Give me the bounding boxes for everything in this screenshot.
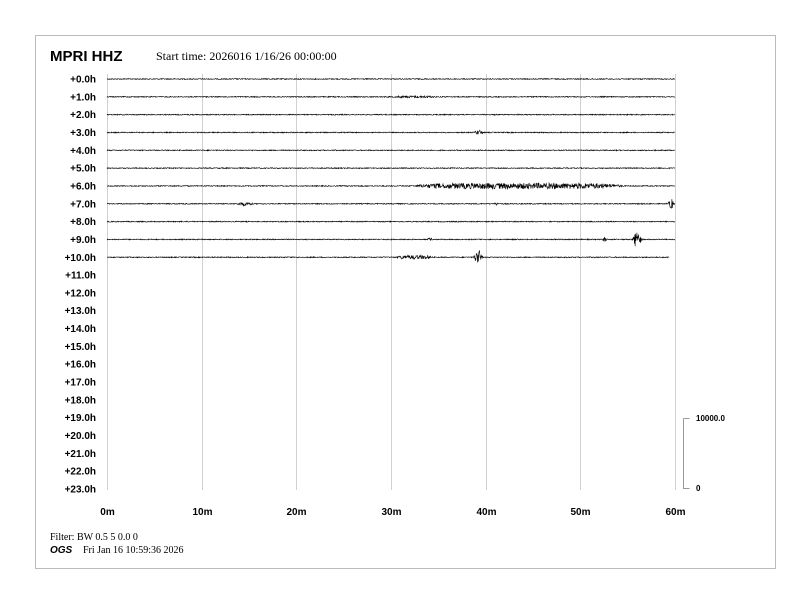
y-tick-label: +10.0h xyxy=(65,253,96,264)
minute-labels: 0m 10m 20m 30m 40m 50m 60m xyxy=(100,507,685,518)
y-tick-label: +4.0h xyxy=(70,146,96,157)
x-tick-label: 10m xyxy=(192,507,212,518)
trace-hour-6 xyxy=(106,181,675,190)
trace-hour-1 xyxy=(106,94,675,99)
y-tick-label: +2.0h xyxy=(70,110,96,121)
trace-hour-9 xyxy=(106,232,675,247)
y-tick-label: +13.0h xyxy=(65,306,96,317)
y-tick-label: +11.0h xyxy=(65,271,96,282)
trace-hour-7 xyxy=(106,199,675,209)
scale-bottom-label: 0 xyxy=(696,484,701,493)
y-tick-label: +16.0h xyxy=(65,360,96,371)
y-tick-label: +14.0h xyxy=(65,324,96,335)
y-tick-label: +20.0h xyxy=(65,431,96,442)
x-tick-label: 60m xyxy=(665,507,685,518)
y-tick-label: +19.0h xyxy=(65,413,96,424)
x-tick-label: 20m xyxy=(286,507,306,518)
traces xyxy=(106,77,675,263)
y-tick-label: +23.0h xyxy=(65,485,96,496)
scale-top-label: 10000.0 xyxy=(696,414,725,423)
trace-hour-10 xyxy=(106,249,670,263)
x-tick-label: 40m xyxy=(476,507,496,518)
y-tick-label: +6.0h xyxy=(70,181,96,192)
y-tick-label: +5.0h xyxy=(70,164,96,175)
plot-frame xyxy=(35,35,776,569)
trace-hour-4 xyxy=(106,148,675,152)
org-label: OGS xyxy=(50,545,73,556)
trace-hour-5 xyxy=(106,166,675,170)
scale-bar: 10000.0 0 xyxy=(683,414,725,493)
y-tick-label: +21.0h xyxy=(65,449,96,460)
x-tick-label: 30m xyxy=(381,507,401,518)
trace-hour-2 xyxy=(106,113,675,116)
station-title: MPRI HHZ xyxy=(50,48,123,65)
y-tick-label: +9.0h xyxy=(70,235,96,246)
x-tick-label: 50m xyxy=(570,507,590,518)
trace-hour-8 xyxy=(106,220,675,223)
trace-hour-0 xyxy=(106,77,675,81)
trace-hour-3 xyxy=(106,129,675,135)
scale-bar-line xyxy=(683,418,690,489)
filter-label: Filter: BW 0.5 5 0.0 0 xyxy=(50,532,138,543)
y-tick-label: +22.0h xyxy=(65,467,96,478)
x-tick-label: 0m xyxy=(100,507,115,518)
y-tick-label: +7.0h xyxy=(70,199,96,210)
start-time: Start time: 2026016 1/16/26 00:00:00 xyxy=(156,49,337,63)
y-tick-label: +3.0h xyxy=(70,128,96,139)
y-tick-label: +1.0h xyxy=(70,92,96,103)
y-tick-label: +12.0h xyxy=(65,288,96,299)
y-tick-label: +8.0h xyxy=(70,217,96,228)
y-tick-label: +17.0h xyxy=(65,378,96,389)
y-tick-label: +0.0h xyxy=(70,75,96,86)
y-tick-label: +18.0h xyxy=(65,395,96,406)
y-tick-label: +15.0h xyxy=(65,342,96,353)
vertical-grid xyxy=(107,74,676,490)
hour-labels: +0.0h +1.0h +2.0h +3.0h +4.0h +5.0h +6.0h +7.0h… xyxy=(65,75,96,496)
generated-timestamp: Fri Jan 16 10:59:36 2026 xyxy=(83,545,184,556)
